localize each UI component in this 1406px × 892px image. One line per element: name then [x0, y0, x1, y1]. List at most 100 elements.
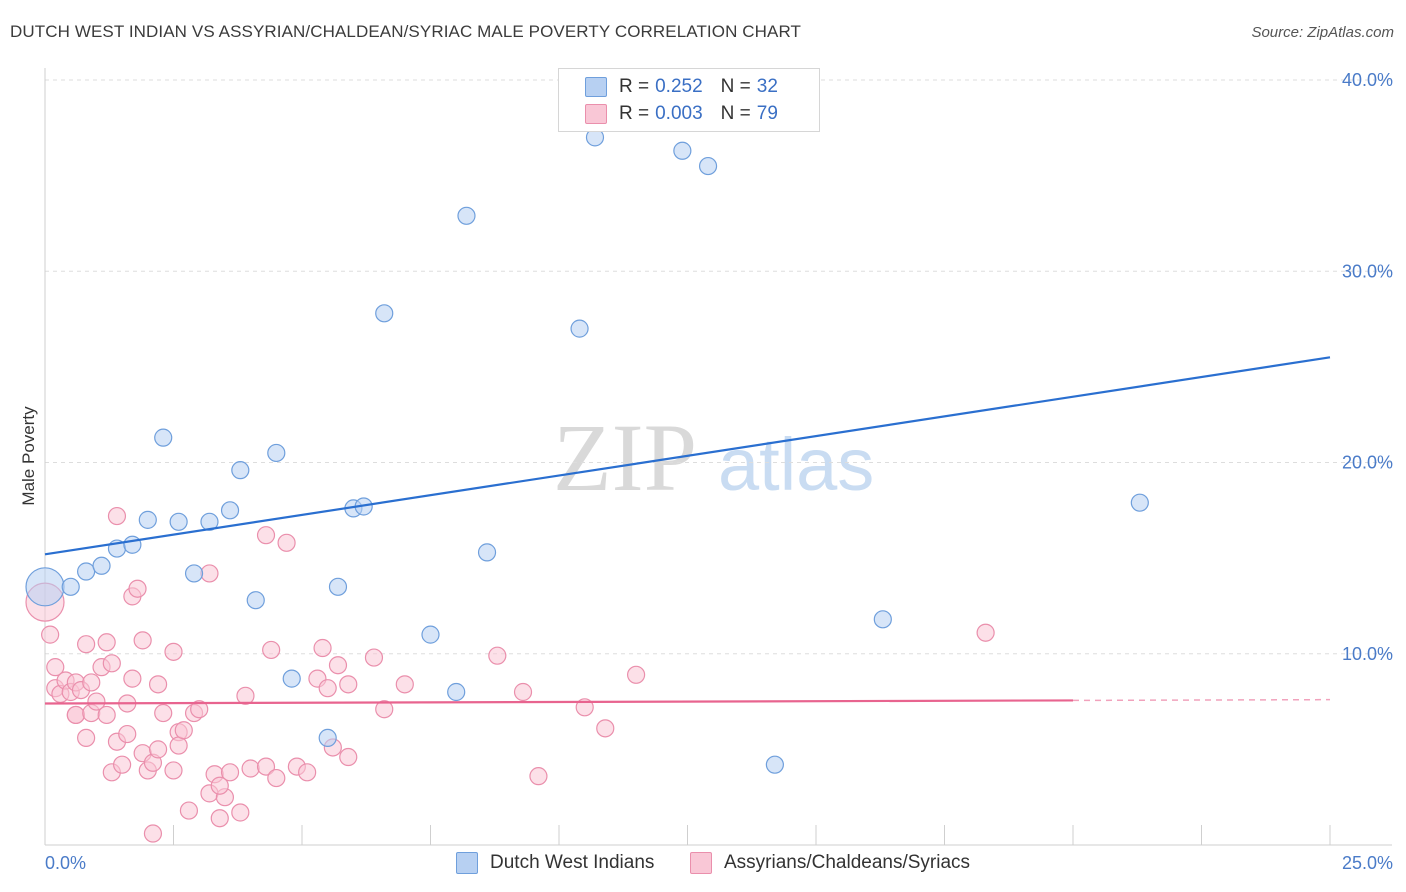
watermark-atlas: atlas	[718, 423, 874, 506]
series-pink-points	[25, 506, 995, 843]
data-point-pink	[148, 740, 168, 759]
legend-n-blue: 32	[756, 76, 778, 97]
data-point-pink	[220, 763, 240, 782]
legend-swatch-blue	[585, 77, 607, 97]
data-point-pink	[210, 776, 229, 795]
series-legend-pink: Assyrians/Chaldeans/Syriacs	[690, 852, 970, 874]
data-point-blue	[92, 556, 111, 575]
y-tick-label: 40.0%	[1342, 70, 1393, 90]
data-point-blue	[169, 512, 188, 531]
data-point-blue	[1130, 493, 1149, 512]
data-point-blue	[477, 543, 497, 562]
trend-line-pink	[44, 699, 1074, 705]
data-point-pink	[87, 692, 106, 711]
data-point-blue	[184, 564, 204, 583]
data-point-pink	[313, 638, 332, 658]
data-point-pink	[231, 803, 250, 822]
legend-n-label: N =	[720, 103, 751, 124]
data-point-pink	[200, 564, 219, 583]
data-point-pink	[256, 757, 276, 776]
legend-r-blue: 0.252	[655, 76, 703, 97]
data-point-pink	[364, 648, 384, 667]
data-point-pink	[277, 533, 296, 552]
data-point-blue	[765, 755, 784, 774]
data-point-blue	[61, 577, 80, 596]
data-point-blue	[200, 512, 219, 531]
data-point-pink	[190, 700, 209, 719]
data-point-pink	[179, 801, 199, 820]
data-point-pink	[596, 719, 615, 738]
data-point-pink	[66, 705, 85, 725]
data-point-blue	[138, 510, 157, 529]
data-point-blue	[873, 610, 892, 629]
data-point-blue	[421, 625, 440, 644]
data-point-pink	[575, 698, 594, 717]
data-point-pink	[267, 768, 286, 788]
x-tick-label: 0.0%	[45, 853, 86, 873]
series-swatch-blue	[456, 852, 478, 874]
data-point-pink	[128, 579, 147, 598]
trend-lines	[44, 356, 1331, 705]
data-point-pink	[123, 669, 142, 688]
data-point-pink	[97, 633, 116, 652]
y-tick-label: 10.0%	[1342, 644, 1393, 664]
data-point-blue	[457, 206, 476, 225]
data-point-pink	[298, 763, 317, 782]
data-point-pink	[46, 658, 65, 677]
data-point-blue	[570, 319, 589, 338]
chart-source: Source: ZipAtlas.com	[1251, 24, 1394, 41]
data-point-blue	[220, 501, 240, 520]
series-name-pink: Assyrians/Chaldeans/Syriacs	[724, 852, 971, 873]
trend-line-pink-dashed	[1072, 698, 1331, 702]
data-point-blue	[246, 591, 265, 610]
data-point-pink	[339, 747, 358, 767]
data-point-pink	[395, 675, 414, 694]
data-point-pink	[164, 761, 183, 780]
legend-r-label: R =	[619, 76, 650, 97]
data-point-blue	[282, 669, 301, 688]
legend-n-label: N =	[720, 76, 751, 97]
data-point-pink	[236, 686, 255, 705]
data-point-pink	[97, 705, 116, 725]
data-point-pink	[529, 767, 548, 786]
data-point-pink	[513, 682, 533, 702]
data-point-pink	[339, 675, 358, 694]
data-point-pink	[154, 703, 173, 723]
data-point-pink	[41, 625, 60, 644]
gridlines	[45, 79, 1392, 655]
legend-n-pink: 79	[756, 103, 778, 124]
data-point-pink	[210, 809, 229, 828]
y-axis-label: Male Poverty	[19, 406, 38, 506]
data-point-pink	[112, 755, 132, 774]
data-point-pink	[102, 654, 121, 673]
series-name-blue: Dutch West Indians	[490, 852, 655, 873]
series-legend-blue: Dutch West Indians	[456, 852, 654, 874]
data-point-pink	[148, 675, 168, 694]
data-point-blue	[673, 141, 692, 160]
legend-row-pink: R = 0.003 N = 79	[585, 102, 796, 126]
data-point-pink	[143, 824, 163, 843]
y-tick-label: 30.0%	[1342, 261, 1393, 281]
data-point-blue	[231, 461, 250, 480]
trend-line-blue	[44, 356, 1331, 556]
data-point-pink	[82, 673, 101, 692]
tick-labels: 10.0% 20.0% 30.0% 40.0% 0.0% 25.0%	[45, 70, 1393, 873]
data-point-pink	[118, 724, 137, 744]
series-blue-points	[25, 128, 1149, 774]
legend: R = 0.252 N = 32 R = 0.003 N = 79	[558, 68, 820, 132]
x-tick-label: 25.0%	[1342, 853, 1393, 873]
data-point-pink	[328, 656, 348, 675]
legend-r-pink: 0.003	[655, 103, 703, 124]
data-point-blue	[375, 304, 394, 323]
y-tick-label: 20.0%	[1342, 453, 1393, 473]
series-swatch-pink	[690, 852, 712, 874]
data-point-pink	[241, 759, 260, 778]
data-point-pink	[77, 728, 96, 748]
data-point-pink	[169, 736, 188, 755]
data-point-pink	[318, 679, 337, 698]
chart-title: DUTCH WEST INDIAN VS ASSYRIAN/CHALDEAN/S…	[10, 22, 802, 41]
data-point-blue	[318, 728, 337, 748]
data-point-pink	[77, 635, 96, 654]
data-point-pink	[256, 526, 276, 545]
data-point-blue	[123, 535, 142, 554]
